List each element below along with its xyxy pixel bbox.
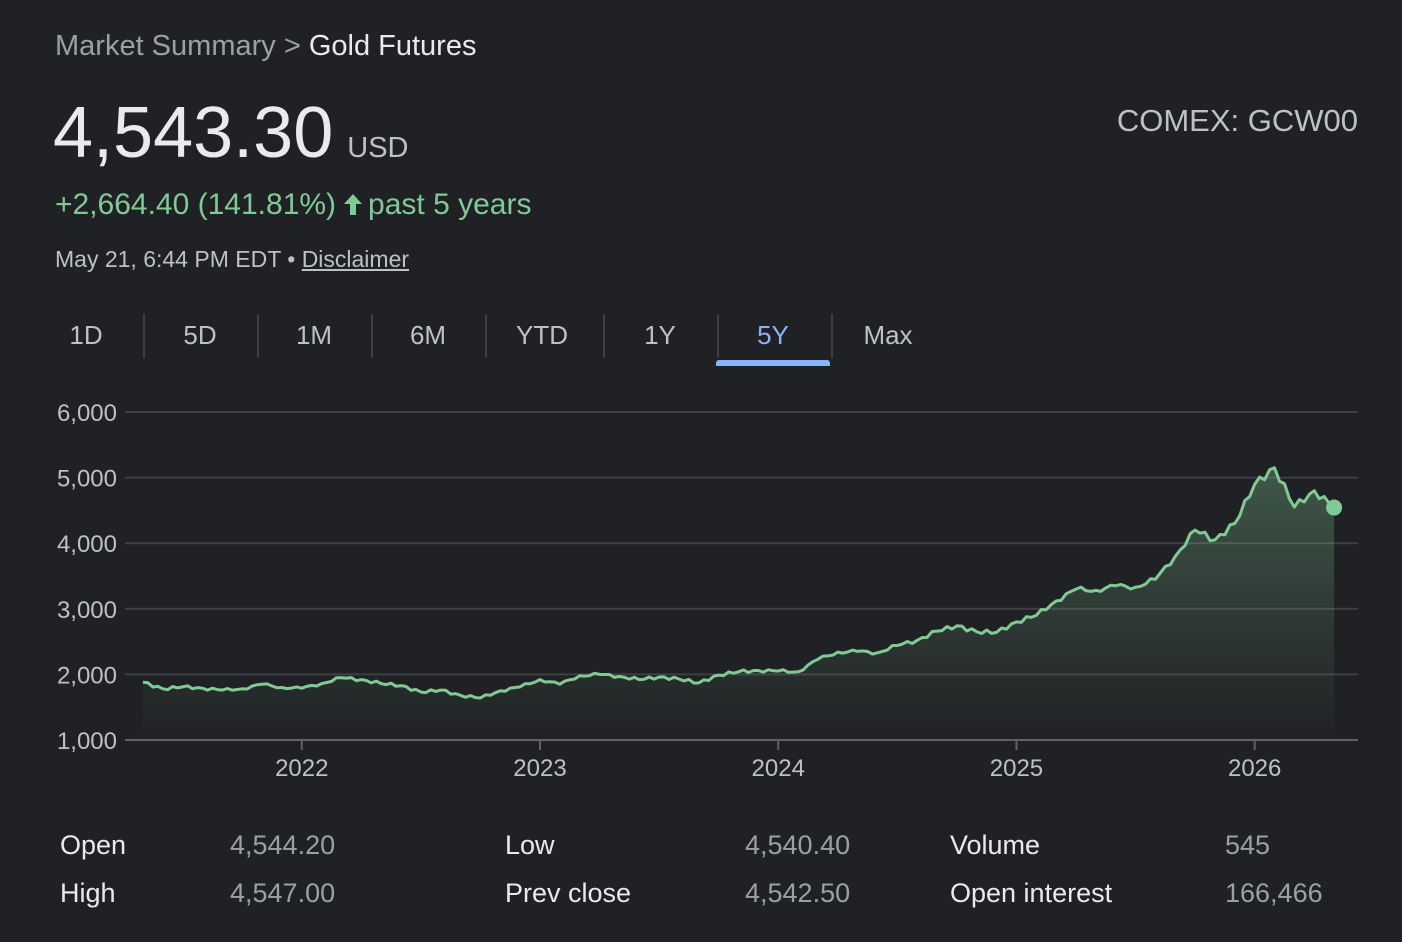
- stat-prev-close-label: Prev close: [505, 878, 632, 908]
- tab-divider: [257, 314, 259, 358]
- tab-divider: [143, 314, 145, 358]
- exchange-ticker: COMEX: GCW00: [1116, 103, 1358, 138]
- tab-divider: [831, 314, 833, 358]
- y-tick-label: 5,000: [57, 466, 117, 493]
- y-tick-label: 2,000: [57, 662, 117, 689]
- arrow-up-icon: [344, 194, 363, 215]
- price-change: +2,664.40 (141.81%) past 5 years: [55, 188, 531, 222]
- tab-6m[interactable]: 6M: [409, 320, 447, 350]
- tab-1d[interactable]: 1D: [69, 320, 103, 350]
- stat-open-interest-value: 166,466: [1225, 878, 1323, 908]
- x-tick-label: 2025: [990, 755, 1043, 782]
- price-currency: USD: [347, 132, 409, 164]
- stat-volume-value: 545: [1225, 830, 1271, 860]
- stat-prev-close-value: 4,542.50: [745, 878, 851, 908]
- stat-volume-label: Volume: [950, 830, 1041, 860]
- tab-5d[interactable]: 5D: [183, 320, 217, 350]
- stat-low-value: 4,540.40: [745, 830, 851, 860]
- stat-high-label: High: [60, 878, 116, 908]
- breadcrumb-current: Gold Futures: [308, 30, 477, 62]
- disclaimer-link[interactable]: Disclaimer: [301, 246, 410, 272]
- tab-max[interactable]: Max: [863, 320, 913, 350]
- stat-open-interest-label: Open interest: [950, 878, 1113, 908]
- x-tick-label: 2024: [752, 755, 805, 782]
- y-tick-label: 4,000: [57, 531, 117, 558]
- price-area-fill: [142, 467, 1335, 740]
- y-tick-label: 1,000: [57, 728, 117, 755]
- change-period: past 5 years: [368, 188, 532, 221]
- y-tick-label: 3,000: [57, 597, 117, 624]
- price-line: [142, 466, 1336, 700]
- tab-divider: [603, 314, 605, 358]
- tab-1y[interactable]: 1Y: [644, 320, 676, 350]
- stat-open-value: 4,544.20: [230, 830, 336, 860]
- current-price-marker: [1326, 499, 1343, 516]
- timestamp-separator: •: [287, 246, 296, 272]
- price-value: 4,543.30: [53, 93, 334, 173]
- tab-1m[interactable]: 1M: [295, 320, 333, 350]
- price-chart[interactable]: 6,000 5,000 4,000 3,000 2,000 1,000 2022 2023 2…: [0, 390, 1402, 800]
- y-tick-label: 6,000: [57, 400, 117, 427]
- tab-divider: [371, 314, 373, 358]
- price-row: 4,543.30 USD: [53, 92, 409, 174]
- x-tick-label: 2023: [513, 755, 566, 782]
- timestamp-row: May 21, 6:44 PM EDT • Disclaimer: [55, 246, 409, 273]
- breadcrumb: Market Summary > Gold Futures: [55, 30, 476, 63]
- tab-ytd[interactable]: YTD: [516, 320, 568, 350]
- stat-open-label: Open: [60, 830, 127, 860]
- tab-5y[interactable]: 5Y: [716, 308, 830, 366]
- x-tick-label: 2026: [1228, 755, 1281, 782]
- timestamp: May 21, 6:44 PM EDT: [55, 246, 281, 272]
- x-tick-label: 2022: [275, 755, 328, 782]
- stat-low-label: Low: [505, 830, 555, 860]
- tab-divider: [717, 314, 719, 358]
- breadcrumb-parent-link[interactable]: Market Summary: [55, 30, 276, 62]
- stat-high-value: 4,547.00: [230, 878, 336, 908]
- change-amount: +2,664.40 (141.81%): [55, 188, 337, 221]
- breadcrumb-separator: >: [283, 30, 301, 62]
- tab-divider: [485, 314, 487, 358]
